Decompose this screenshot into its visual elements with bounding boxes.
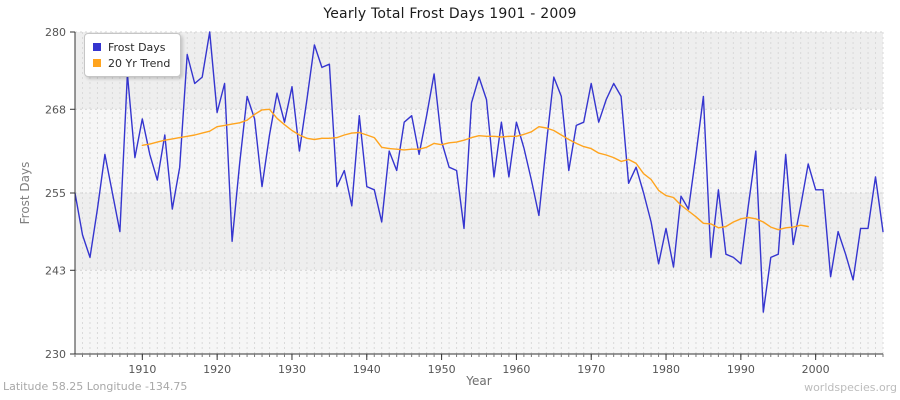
x-tick-label: 1950 [428,363,456,376]
watermark: worldspecies.org [804,381,897,394]
plot-band [75,109,883,193]
y-tick-label: 280 [45,26,66,39]
y-tick-label: 243 [45,264,66,277]
y-tick-label: 268 [45,103,66,116]
y-tick-label: 255 [45,187,66,200]
series-line-frost-days [74,31,884,313]
chart-title: Yearly Total Frost Days 1901 - 2009 [323,6,577,22]
coordinates-caption: Latitude 58.25 Longitude -134.75 [3,380,188,393]
plot-band [75,32,883,110]
y-tick-label: 230 [45,348,66,361]
legend: Frost Days 20 Yr Trend [84,33,182,77]
x-tick-label: 1990 [727,363,755,376]
x-tick-label: 1910 [128,363,156,376]
legend-item-frost-days: Frost Days [93,39,170,55]
x-tick-label: 1970 [577,363,605,376]
x-tick-label: 1920 [203,363,231,376]
frost-days-swatch-icon [93,43,101,51]
x-tick-label: 2000 [802,363,830,376]
x-tick-label: 1930 [278,363,306,376]
legend-item-trend: 20 Yr Trend [93,55,170,71]
legend-label: 20 Yr Trend [108,56,171,70]
series-line-trend [141,108,809,231]
x-tick-label: 1960 [502,363,530,376]
y-axis-title: Frost Days [18,161,32,225]
x-axis-title: Year [466,374,492,388]
x-tick-label: 1980 [652,363,680,376]
x-tick-label: 1940 [353,363,381,376]
legend-label: Frost Days [108,40,166,54]
trend-swatch-icon [93,59,101,67]
